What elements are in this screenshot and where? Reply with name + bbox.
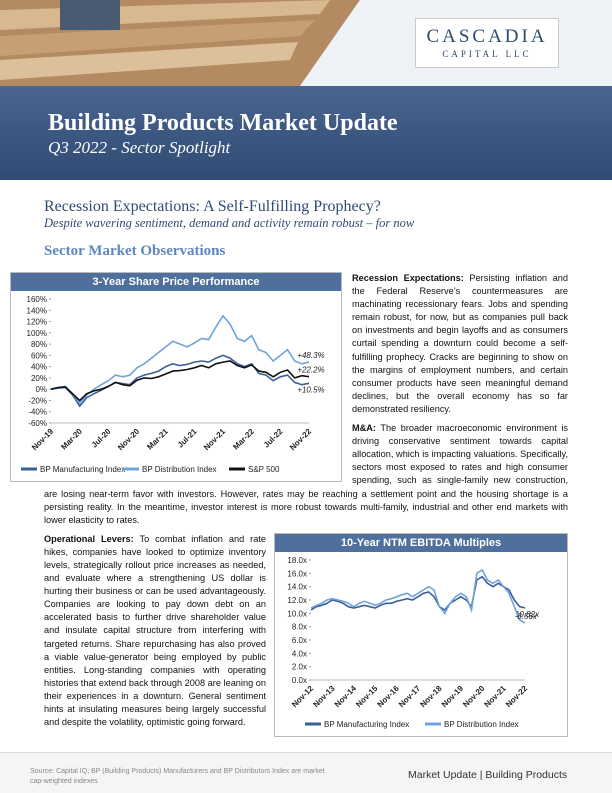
- chart-title: 3-Year Share Price Performance: [11, 273, 341, 291]
- end-label: 8.56x: [517, 612, 538, 621]
- text: The broader macroeconomic environment is…: [44, 423, 569, 525]
- y-tick-label: 0%: [35, 385, 47, 394]
- footer: Source: Capital IQ; BP (Building Product…: [0, 752, 612, 793]
- y-tick-label: 40%: [31, 363, 47, 372]
- y-tick-label: 6.0x: [292, 636, 307, 645]
- heading: Recession Expectations: A Self-Fulfillin…: [44, 198, 381, 215]
- x-tick-label: Nov-19: [30, 426, 56, 452]
- x-tick-label: Jul-20: [90, 426, 113, 449]
- series-line: [50, 354, 310, 408]
- series-line: [310, 568, 526, 624]
- x-tick-label: Mar-21: [145, 426, 170, 451]
- end-label: 10.82x: [515, 610, 540, 619]
- paragraph: Operational Levers: To combat inflation …: [44, 533, 568, 729]
- title: Building Products Market Update: [48, 110, 398, 136]
- x-tick-label: Nov-22: [288, 426, 314, 452]
- source-note: Source: Capital IQ; BP (Building Product…: [30, 768, 325, 785]
- y-tick-label: 20%: [31, 374, 47, 383]
- logo: CASCADIA CAPITAL LLC: [415, 18, 559, 68]
- y-tick-label: 10.0x: [287, 609, 307, 618]
- paragraph: Recession Expectations: Persisting infla…: [44, 272, 568, 416]
- paragraph: M&A: The broader macroeconomic environme…: [44, 422, 568, 527]
- y-tick-label: 0.0x: [292, 676, 307, 685]
- series-line: [310, 575, 526, 611]
- y-tick-label: -20%: [28, 396, 47, 405]
- y-tick-label: 120%: [27, 318, 47, 327]
- legend-label: BP Distribution Index: [444, 720, 519, 729]
- chart: 10-Year NTM EBITDA Multiples 0.0x 2.0x 4.0…: [274, 532, 568, 737]
- lead: Recession Expectations:: [352, 273, 464, 283]
- x-tick-label: Nov-15: [354, 683, 380, 709]
- y-tick-label: 2.0x: [292, 662, 307, 671]
- legend-label: BP Manufacturing Index: [324, 720, 409, 729]
- x-tick-label: Nov-22: [504, 683, 530, 709]
- x-tick-label: Nov-20: [116, 426, 142, 452]
- y-tick-label: 140%: [27, 306, 47, 315]
- x-tick-label: Nov-20: [461, 683, 487, 709]
- x-tick-label: Mar-20: [59, 426, 84, 451]
- series-line: [50, 360, 310, 402]
- x-tick-label: Jul-21: [176, 426, 199, 449]
- chart-plot: 0.0x 2.0x 4.0x 6.0x 8.0x 10.0x 12.0x 14.0x 16.0x…: [287, 556, 540, 729]
- logo-main: CASCADIA: [426, 26, 548, 47]
- lead: Operational Levers:: [44, 533, 134, 544]
- chart: 3-Year Share Price Performance -60% -40% -…: [10, 272, 342, 482]
- footer-tagline: Market Update | Building Products: [408, 769, 568, 781]
- y-tick-label: 160%: [27, 295, 47, 304]
- chart-title: 10-Year NTM EBITDA Multiples: [275, 533, 567, 552]
- lead: M&A:: [352, 423, 376, 434]
- y-tick-label: 12.0x: [287, 596, 307, 605]
- logo-sub: CAPITAL LLC: [442, 49, 532, 59]
- x-tick-label: Nov-21: [483, 683, 509, 709]
- x-tick-label: Nov-17: [397, 683, 423, 709]
- series-line: [50, 314, 310, 405]
- x-tick-label: Nov-14: [333, 683, 359, 709]
- x-tick-label: Jul-22: [262, 426, 285, 449]
- text: To combat inflation and rate hikes, comp…: [44, 533, 266, 728]
- y-tick-label: 4.0x: [292, 649, 307, 658]
- y-tick-label: 60%: [31, 351, 47, 360]
- body: 3-Year Share Price Performance -60% -40% -…: [10, 272, 568, 741]
- x-tick-label: Nov-16: [376, 683, 402, 709]
- subtitle: Q3 2022 - Sector Spotlight: [48, 138, 231, 157]
- legend-label: S&P 500: [248, 465, 280, 474]
- y-tick-label: 16.0x: [287, 569, 307, 578]
- x-tick-label: Mar-22: [231, 426, 256, 451]
- y-tick-label: 80%: [31, 340, 47, 349]
- x-tick-label: Nov-21: [202, 426, 228, 452]
- y-tick-label: 14.0x: [287, 582, 307, 591]
- legend-label: BP Manufacturing Index: [40, 465, 125, 474]
- y-tick-label: 18.0x: [287, 556, 307, 565]
- end-label: +10.5%: [297, 385, 324, 394]
- end-label: +22.2%: [297, 366, 324, 375]
- legend-label: BP Distribution Index: [142, 465, 217, 474]
- banner: Building Products Market Update Q3 2022 …: [0, 86, 612, 180]
- subheading: Despite wavering sentiment, demand and a…: [44, 216, 415, 230]
- text: Persisting inflation and the Federal Res…: [352, 273, 568, 414]
- y-tick-label: 8.0x: [292, 622, 307, 631]
- x-tick-label: Nov-19: [440, 683, 466, 709]
- x-tick-label: Nov-13: [311, 683, 337, 709]
- chart-plot: -60% -40% -20% 0% 20% 40% 60% 80% 100% 120% 140% 16…: [21, 295, 325, 474]
- x-tick-label: Nov-18: [418, 683, 444, 709]
- end-label: +48.3%: [297, 351, 324, 360]
- y-tick-label: 100%: [27, 329, 47, 338]
- y-tick-label: -40%: [28, 408, 47, 417]
- y-tick-label: -60%: [28, 419, 47, 428]
- section-title: Sector Market Observations: [44, 243, 226, 259]
- x-tick-label: Nov-12: [290, 683, 316, 709]
